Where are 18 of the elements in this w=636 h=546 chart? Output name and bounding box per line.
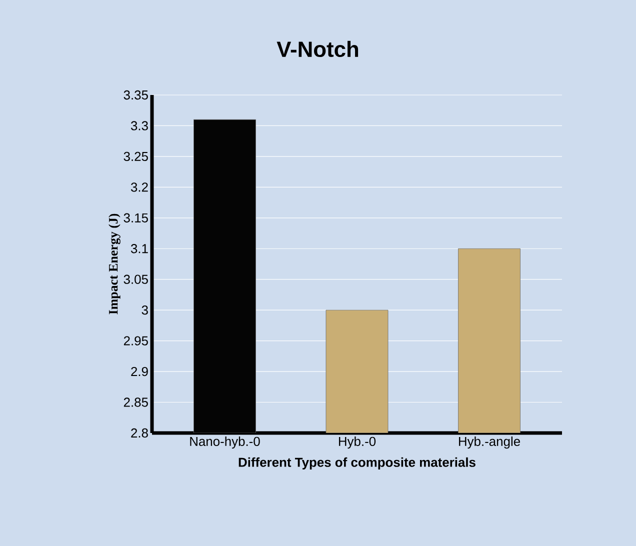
x-tick-label: Hyb.-angle xyxy=(459,436,520,449)
y-tick-label: 2.85 xyxy=(124,398,148,407)
x-axis-title: Different Types of composite materials xyxy=(238,457,476,470)
y-tick-label: 3.2 xyxy=(130,182,148,192)
y-axis-title: Impact Energy (J) xyxy=(108,214,120,314)
y-tick-label: 3.15 xyxy=(124,213,148,222)
x-tick-label: Nano-hyb.-0 xyxy=(190,436,260,449)
y-tick-label: 2.8 xyxy=(131,428,148,438)
y-tick-label: 3.25 xyxy=(124,152,148,162)
y-tick-label: 3.3 xyxy=(130,121,148,130)
chart-title: V-Notch xyxy=(276,40,358,58)
y-tick-label: 3 xyxy=(142,305,148,315)
y-tick-label: 3.1 xyxy=(130,244,148,254)
y-tick-label: 3.05 xyxy=(124,274,148,284)
x-tick-label: Hyb.-0 xyxy=(338,436,376,449)
y-tick-label: 3.35 xyxy=(124,90,148,100)
y-tick-label: 2.95 xyxy=(124,336,148,346)
y-tick-label: 2.9 xyxy=(131,366,148,376)
